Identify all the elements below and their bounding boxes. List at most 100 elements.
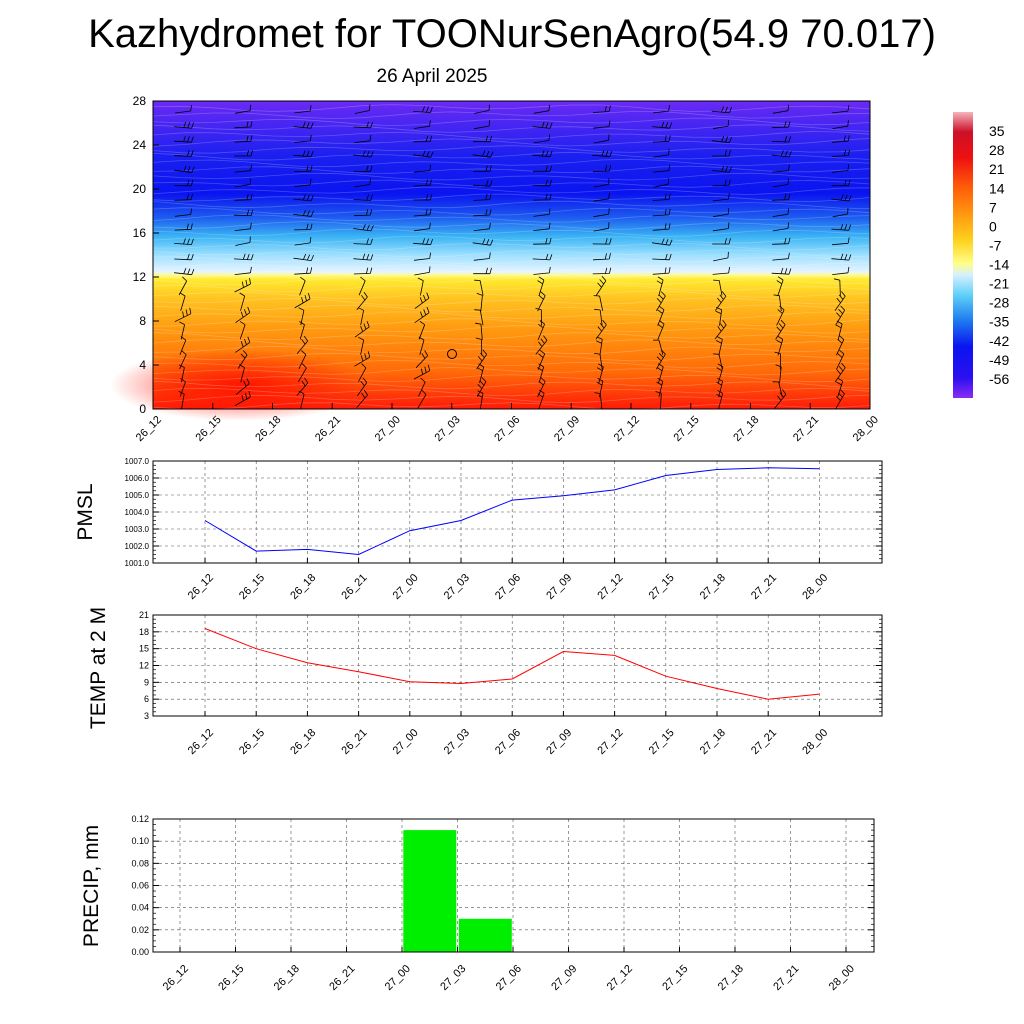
wind-barb <box>235 306 251 324</box>
wind-barb <box>652 193 671 201</box>
wind-barb <box>417 277 424 296</box>
colorbar-label: -14 <box>989 257 1009 273</box>
x-tick-label: 27_18 <box>698 572 728 602</box>
wind-barb <box>652 223 671 231</box>
wind-barb <box>476 349 488 370</box>
wind-barb <box>832 207 849 218</box>
wind-barb <box>474 279 484 296</box>
wind-barb <box>713 353 723 370</box>
wind-barb <box>771 135 792 143</box>
wind-barb <box>775 319 786 340</box>
wind-barb <box>294 105 312 114</box>
wind-barb <box>772 193 791 201</box>
heatmap-y-tick-label: 20 <box>133 182 147 196</box>
precip-bar <box>458 918 512 953</box>
wind-barb <box>532 165 552 172</box>
wind-barb <box>653 105 670 114</box>
wind-barb <box>474 120 491 130</box>
wind-barb <box>174 307 192 323</box>
wind-barb <box>234 121 253 129</box>
x-tick-label: 26_15 <box>237 572 267 602</box>
wind-barb <box>712 179 731 187</box>
x-tick-label: 26_18 <box>272 963 302 993</box>
chart-title: Kazhydromet for TOONurSenAgro(54.9 70.01… <box>88 12 936 56</box>
y-tick-label: 1004.0 <box>125 508 150 517</box>
wind-barb <box>472 150 494 158</box>
wind-barb <box>774 351 781 370</box>
y-tick-label: 12 <box>139 661 149 671</box>
wind-barb <box>716 336 723 356</box>
wind-barb <box>592 105 611 113</box>
heatmap-x-tick-label: 27_03 <box>433 414 463 444</box>
colorbar-label: -49 <box>989 352 1009 368</box>
heatmap-contour-line <box>152 151 871 161</box>
calm-wind-marker <box>447 349 457 359</box>
wind-barb <box>174 193 193 201</box>
wind-barbs <box>173 104 852 410</box>
wind-barb <box>179 378 186 397</box>
heatmap-contour-line <box>152 111 871 120</box>
wind-barb <box>594 392 603 410</box>
wind-barb <box>175 105 192 114</box>
x-tick-label: 27_12 <box>595 572 625 602</box>
precip-bar <box>403 830 457 952</box>
x-tick-label: 26_21 <box>339 572 369 602</box>
wind-barb <box>593 222 610 232</box>
wind-barb <box>412 150 434 158</box>
x-tick-label: 26_12 <box>186 727 216 757</box>
x-tick-label: 27_06 <box>493 572 523 602</box>
wind-barb <box>233 253 254 261</box>
heatmap-y-tick-label: 28 <box>133 94 147 108</box>
wind-barb <box>353 267 373 275</box>
heatmap-x-tick-label: 28_00 <box>851 414 881 444</box>
wind-barb <box>652 164 671 173</box>
y-tick-label: 0.10 <box>131 836 149 846</box>
wind-barb <box>413 194 433 201</box>
x-tick-label: 26_18 <box>288 727 318 757</box>
wind-barb <box>476 292 483 312</box>
wind-barb <box>652 135 671 143</box>
x-tick-label: 26_12 <box>186 572 216 602</box>
wind-barb <box>533 208 551 217</box>
wind-barb <box>533 134 550 144</box>
wind-barb <box>532 150 553 158</box>
wind-barb <box>652 267 671 275</box>
x-tick-label: 27_12 <box>595 727 625 757</box>
wind-barb <box>473 135 492 143</box>
wind-barb <box>831 223 852 231</box>
heatmap-contour-line <box>152 145 871 154</box>
heatmap-contour-line <box>152 200 871 209</box>
x-tick-label: 27_18 <box>698 727 728 757</box>
heatmap-contour-line <box>152 367 871 376</box>
wind-barb <box>593 295 604 311</box>
heatmap-y-tick-label: 8 <box>139 314 146 328</box>
heatmap-x-tick-label: 27_09 <box>552 414 582 444</box>
wind-barb <box>296 377 309 396</box>
x-tick-label: 27_00 <box>383 963 413 993</box>
y-tick-label: 1001.0 <box>125 559 150 568</box>
heatmap-contour-line <box>152 124 871 133</box>
wind-barb <box>835 389 845 410</box>
wind-barb <box>413 106 433 113</box>
wind-barb <box>592 238 612 245</box>
wind-barb <box>771 267 792 275</box>
x-tick-label: 26_18 <box>288 572 318 602</box>
x-tick-label: 27_09 <box>549 963 579 993</box>
colorbar-label: 0 <box>989 218 997 234</box>
wind-barb <box>831 194 852 202</box>
wind-barb <box>596 363 604 384</box>
x-tick-label: 28_00 <box>800 572 830 602</box>
wind-barb <box>353 165 373 172</box>
wind-barb <box>537 276 545 297</box>
x-tick-label: 27_21 <box>749 572 779 602</box>
wind-barb <box>532 193 552 201</box>
wind-barb <box>353 253 374 261</box>
wind-barb <box>475 337 483 356</box>
wind-barb <box>712 222 730 232</box>
wind-barb <box>418 377 426 397</box>
x-tick-label: 27_06 <box>493 727 523 757</box>
heatmap-contour-line <box>152 186 871 195</box>
wind-barb <box>774 389 787 409</box>
wind-barb <box>472 180 493 187</box>
